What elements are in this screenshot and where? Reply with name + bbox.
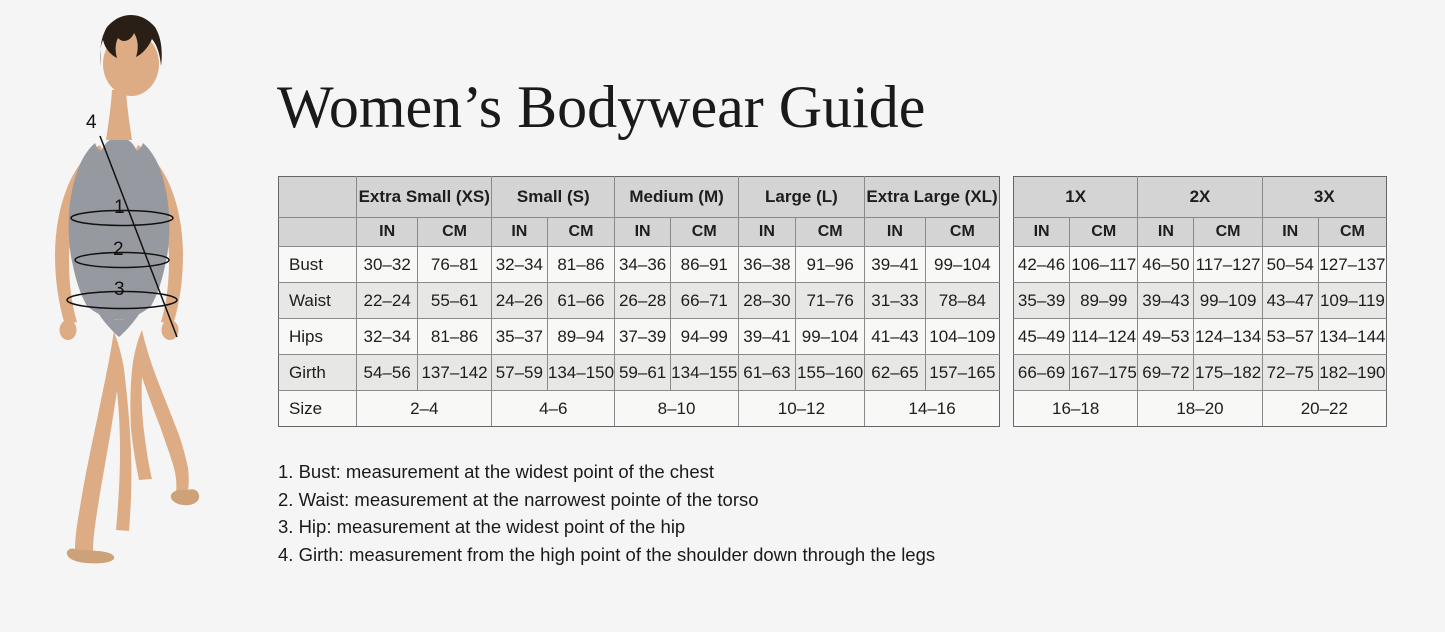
svg-text:1: 1 — [114, 197, 125, 218]
svg-text:4: 4 — [86, 112, 97, 133]
svg-text:3: 3 — [114, 279, 125, 300]
svg-text:2: 2 — [113, 239, 124, 260]
